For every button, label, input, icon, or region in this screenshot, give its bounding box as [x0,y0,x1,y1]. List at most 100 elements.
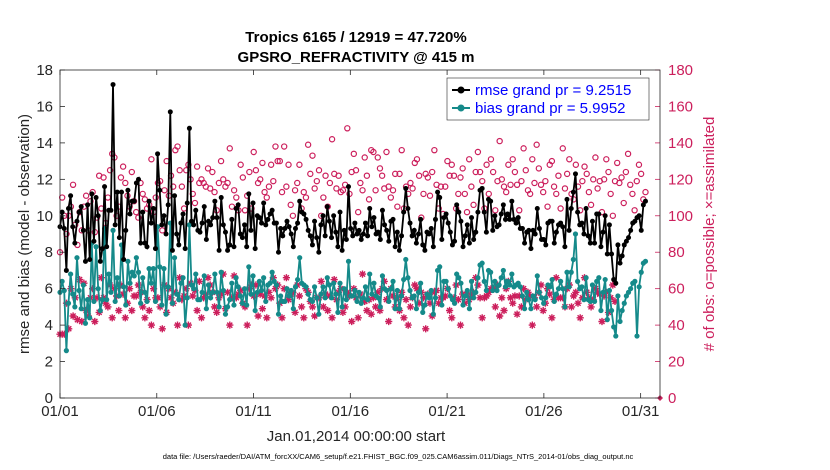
obs-possible-point [265,183,273,190]
obs-assimilated-point [339,308,347,316]
obs-assimilated-point [496,312,504,320]
obs-assimilated-point [258,305,266,313]
obs-assimilated-point [537,281,545,289]
rmse-point [640,202,646,208]
bias-point [466,306,473,312]
obs-possible-point [220,176,227,183]
bias-point [256,278,263,284]
obs-assimilated-point [73,316,81,324]
rmse-point [405,205,411,211]
bias-point [303,284,309,290]
bias-point [305,291,311,297]
bias-point [284,286,290,292]
bias-point [560,286,566,292]
bias-point [430,311,436,317]
obs-assimilated-point [226,321,234,329]
bias-point [468,278,475,284]
obs-possible-point [424,174,432,181]
rmse-point [191,222,197,228]
obs-possible-point [496,137,503,145]
rmse-point [275,249,281,255]
obs-assimilated-point [385,317,393,326]
y-right-tick-label: 100 [668,208,693,225]
bias-point [475,275,481,281]
rmse-point [104,244,110,250]
rmse-point [579,220,585,226]
bias-point [127,280,133,286]
obs-assimilated-point [446,306,454,315]
rmse-point [229,216,235,222]
obs-assimilated-point [154,294,162,302]
rmse-point [280,233,286,239]
bias-point [403,256,409,263]
obs-possible-point [217,157,225,165]
obs-possible-point [294,179,301,187]
bias-point [615,293,621,299]
bias-point [180,275,186,281]
obs-assimilated-point [572,288,580,296]
rmse-point [572,171,578,177]
rmse-point [239,235,245,241]
obs-possible-point [398,146,405,154]
rmse-point [269,207,275,213]
rmse-point [443,211,449,217]
rmse-point [562,244,568,250]
obs-possible-point [627,181,634,188]
rmse-point [95,213,101,219]
bias-point [596,275,602,281]
y-right-tick-label: 80 [668,244,685,261]
bias-point [328,295,335,301]
bias-point [250,273,256,279]
rmse-point [432,216,438,222]
y-right-tick-label: 160 [668,98,693,115]
obs-assimilated-point [93,294,101,302]
obs-assimilated-point [509,299,517,307]
bias-point [311,284,318,290]
obs-possible-point [642,188,649,196]
rmse-point [263,222,269,228]
bias-point [292,284,299,290]
legend-box [446,77,650,121]
obs-assimilated-point [78,317,86,326]
bias-point [621,300,627,306]
bias-point [76,287,82,294]
bias-point [602,276,608,283]
bias-point [415,289,422,295]
rmse-point [564,196,570,202]
obs-assimilated-point [271,285,280,293]
rmse-point [248,227,254,233]
rmse-point [186,125,192,131]
obs-possible-point [267,161,275,168]
obs-assimilated-point [119,290,127,298]
obs-possible-point [246,168,253,176]
rmse-point [235,202,241,208]
rmse-point [176,242,182,248]
obs-possible-point [520,145,527,152]
bias-point [333,291,339,297]
obs-possible-point [585,188,593,196]
rmse-point [473,229,479,235]
obs-possible-point [206,185,214,192]
obs-assimilated-point [189,292,197,300]
obs-possible-point [326,179,334,187]
obs-assimilated-point [139,303,147,311]
obs-assimilated-point [252,281,260,289]
rmse-point [583,205,589,211]
bias-point [384,287,390,294]
obs-possible-point [122,179,129,187]
obs-assimilated-point [134,281,142,289]
obs-assimilated-point [224,288,232,296]
obs-possible-point [352,167,360,174]
bias-point [356,289,362,295]
obs-possible-point [135,214,142,221]
rmse-point [638,227,644,233]
bias-point [210,289,216,295]
rmse-point [441,215,447,221]
bias-point [224,304,231,310]
plot-area-border [59,69,661,399]
obs-possible-point [613,159,621,167]
rmse-point [454,202,460,208]
bias-point [534,273,540,279]
rmse-point [246,191,252,197]
rmse-point [125,187,131,193]
